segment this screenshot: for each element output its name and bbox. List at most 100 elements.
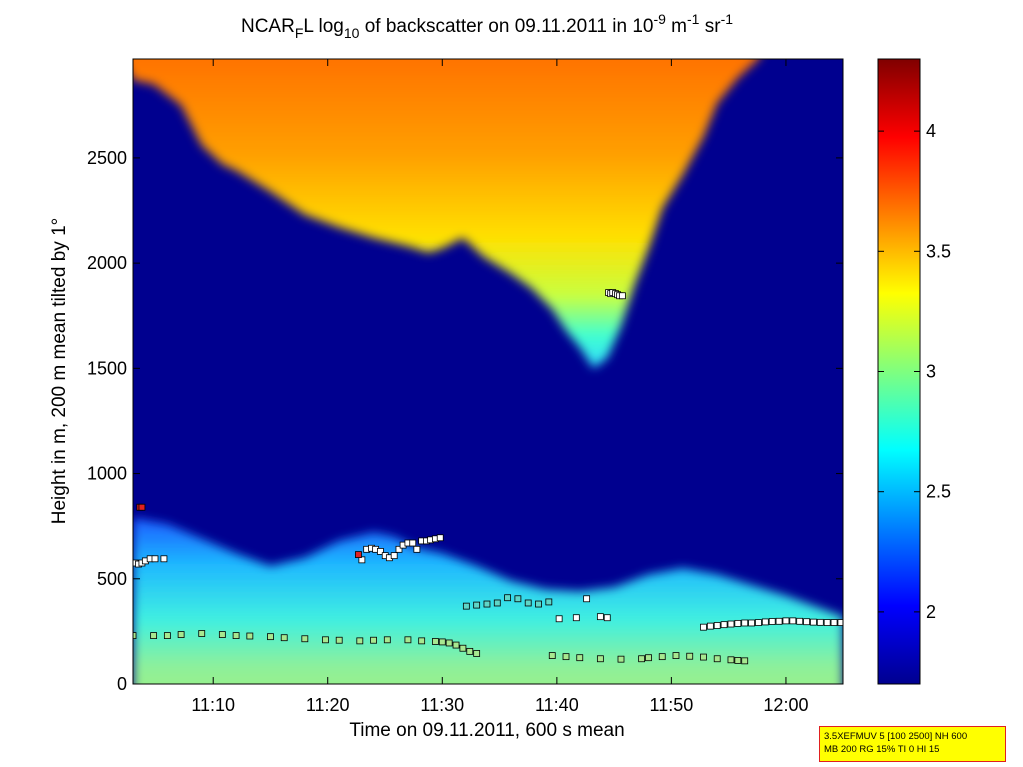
data-marker [686, 652, 694, 660]
data-marker [370, 636, 377, 644]
info-box-line-2: MB 200 RG 15% TI 0 HI 15 [824, 744, 940, 755]
data-marker [151, 555, 159, 563]
data-marker [436, 534, 444, 542]
marker-layer [133, 289, 843, 665]
data-marker [459, 644, 467, 652]
data-marker [727, 620, 735, 628]
cloud-layer-region [133, 59, 759, 369]
x-tick-label: 11:10 [191, 695, 235, 715]
data-marker [617, 655, 625, 663]
data-marker [727, 656, 735, 664]
data-marker [700, 653, 707, 661]
data-marker [150, 632, 158, 639]
data-marker [246, 632, 254, 640]
data-marker [280, 634, 288, 642]
data-marker [583, 595, 591, 603]
data-marker [322, 636, 329, 644]
data-marker [782, 617, 790, 625]
y-tick-label: 1500 [87, 358, 127, 378]
data-marker [761, 618, 769, 626]
x-tick-label: 12:00 [763, 695, 808, 715]
data-marker [504, 594, 511, 602]
colorbar-tick-label: 4 [926, 121, 936, 141]
data-marker [177, 631, 185, 638]
data-marker [409, 539, 417, 547]
colorbar-tick-label: 2.5 [926, 482, 951, 502]
data-marker [404, 636, 412, 644]
data-marker [377, 548, 384, 555]
data-marker [645, 654, 652, 662]
data-marker [160, 555, 168, 563]
chart-title: NCARFL log10 of backscatter on 09.11.201… [241, 11, 733, 41]
data-marker [596, 655, 604, 663]
data-marker [672, 652, 680, 659]
data-marker [138, 503, 146, 511]
data-marker [452, 641, 460, 649]
data-marker [555, 615, 563, 623]
data-marker [816, 618, 824, 626]
data-marker [713, 622, 721, 629]
data-marker [524, 599, 532, 607]
data-marker [748, 619, 755, 627]
plot-area [133, 59, 843, 684]
y-tick-label: 500 [97, 569, 127, 589]
data-marker [562, 653, 570, 661]
data-marker [837, 619, 843, 626]
data-marker [796, 617, 804, 625]
data-marker [473, 650, 481, 657]
data-marker [658, 653, 666, 661]
x-tick-label: 11:30 [420, 695, 464, 715]
info-box: 3.5XEFMUV 5 [100 2500] NH 600 MB 200 RG … [819, 726, 1006, 762]
data-marker [413, 545, 421, 553]
data-marker [355, 551, 362, 558]
y-axis-ticks: 0 500 1000 1500 2000 2500 [87, 148, 843, 694]
data-marker [514, 595, 522, 603]
y-tick-label: 2500 [87, 148, 127, 168]
plot-frame [132, 58, 844, 685]
data-marker [335, 636, 343, 644]
data-marker [741, 619, 749, 627]
colorbar-tick-label: 3 [926, 362, 936, 382]
x-tick-label: 11:40 [535, 695, 579, 715]
data-marker [356, 637, 364, 645]
data-marker [789, 617, 797, 625]
data-marker [133, 632, 137, 639]
data-marker [700, 623, 707, 631]
data-marker [768, 618, 776, 625]
y-axis-label: Height in m, 200 m mean tilted by 1° [49, 218, 70, 524]
data-marker [618, 292, 626, 300]
data-marker [548, 652, 556, 659]
data-marker [466, 647, 474, 655]
info-box-line-1: 3.5XEFMUV 5 [100 2500] NH 600 [824, 731, 968, 742]
data-marker [438, 638, 446, 646]
data-marker [390, 552, 398, 560]
data-marker [535, 600, 542, 608]
colorbar-tick-label: 2 [926, 602, 936, 622]
data-marker [418, 637, 426, 645]
data-marker [810, 618, 817, 626]
data-marker [395, 545, 403, 553]
data-marker [383, 636, 391, 644]
data-marker [572, 614, 580, 622]
data-marker [830, 619, 838, 626]
data-marker [596, 613, 604, 621]
data-marker [706, 622, 714, 630]
data-marker [734, 657, 742, 664]
data-marker [218, 631, 226, 638]
data-marker [775, 617, 783, 625]
data-marker [445, 639, 453, 647]
colorbar [877, 58, 921, 685]
data-marker [232, 632, 240, 639]
data-marker [473, 601, 481, 609]
data-marker [198, 630, 206, 637]
data-marker [741, 657, 749, 665]
data-marker [823, 619, 831, 626]
data-marker [713, 655, 721, 663]
data-marker [755, 619, 762, 626]
data-marker [483, 600, 491, 608]
data-marker [603, 614, 611, 622]
data-marker [301, 635, 309, 643]
data-marker [545, 598, 553, 606]
data-marker [358, 556, 366, 564]
data-marker [267, 633, 274, 641]
